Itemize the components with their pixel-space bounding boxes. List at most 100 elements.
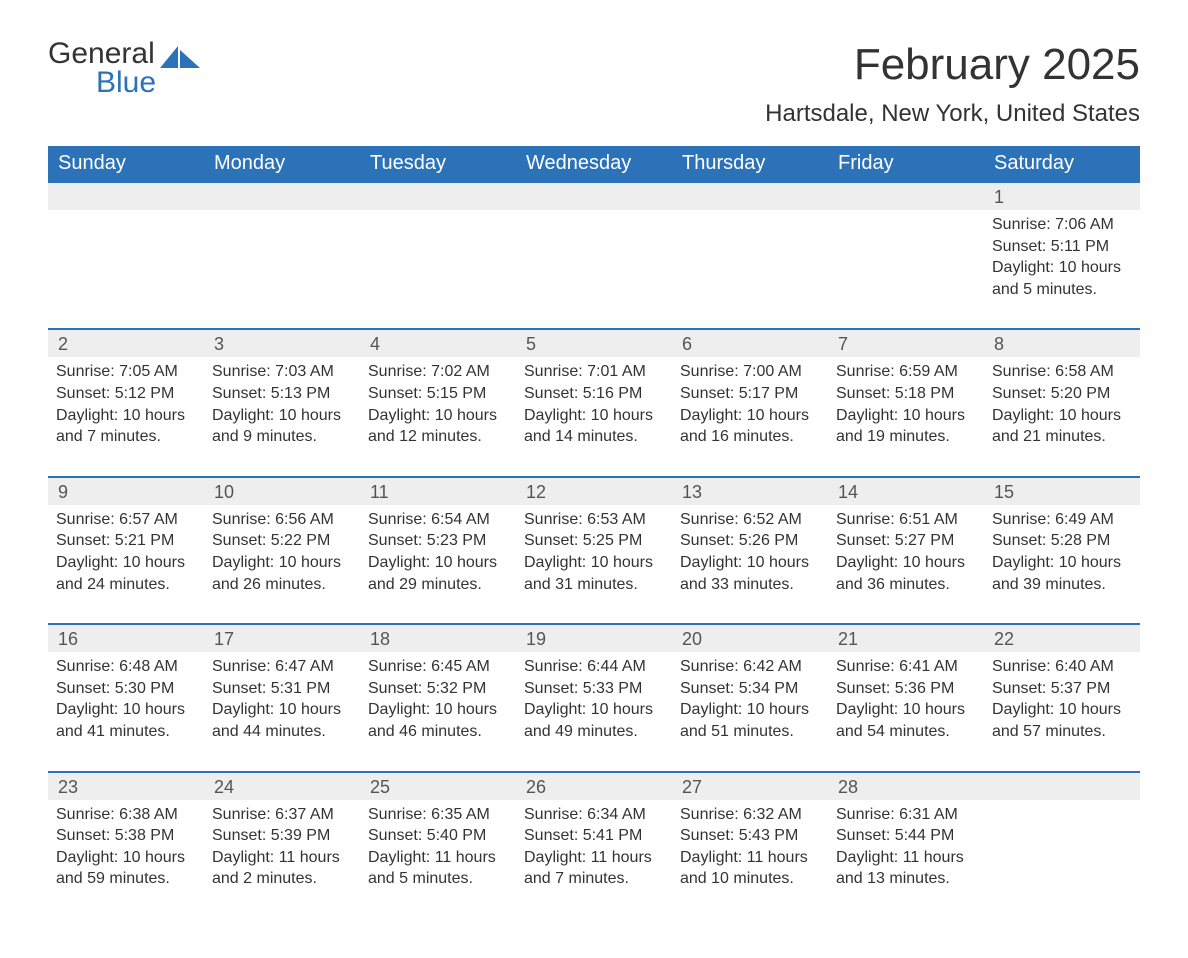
week-daynum-row: 9101112131415 [48,477,1140,505]
week-daynum-row: 16171819202122 [48,624,1140,652]
header: General Blue February 2025 Hartsdale, Ne… [48,40,1140,128]
sunrise-line: Sunrise: 6:59 AM [836,361,976,383]
sunset-line: Sunset: 5:31 PM [212,678,352,700]
day-detail-cell: Sunrise: 6:42 AMSunset: 5:34 PMDaylight:… [672,652,828,771]
day-detail: Sunrise: 7:03 AMSunset: 5:13 PMDaylight:… [212,357,352,447]
day-detail-cell: Sunrise: 6:40 AMSunset: 5:37 PMDaylight:… [984,652,1140,771]
day-detail-cell [204,210,360,329]
daylight-line: Daylight: 11 hours and 5 minutes. [368,847,508,890]
day-detail-cell: Sunrise: 6:38 AMSunset: 5:38 PMDaylight:… [48,800,204,918]
day-number-cell: 20 [672,624,828,652]
sunrise-line: Sunrise: 6:48 AM [56,656,196,678]
sunset-line: Sunset: 5:17 PM [680,383,820,405]
day-detail: Sunrise: 6:58 AMSunset: 5:20 PMDaylight:… [992,357,1132,447]
day-detail: Sunrise: 6:47 AMSunset: 5:31 PMDaylight:… [212,652,352,742]
day-detail-cell [984,800,1140,918]
location-subtitle: Hartsdale, New York, United States [765,100,1140,128]
daylight-line: Daylight: 11 hours and 7 minutes. [524,847,664,890]
day-detail: Sunrise: 6:44 AMSunset: 5:33 PMDaylight:… [524,652,664,742]
day-detail-cell: Sunrise: 7:06 AMSunset: 5:11 PMDaylight:… [984,210,1140,329]
day-number-cell [516,182,672,210]
sunset-line: Sunset: 5:38 PM [56,825,196,847]
day-detail-cell: Sunrise: 7:00 AMSunset: 5:17 PMDaylight:… [672,357,828,476]
sunrise-line: Sunrise: 6:54 AM [368,509,508,531]
day-detail-cell [516,210,672,329]
sunset-line: Sunset: 5:40 PM [368,825,508,847]
day-detail: Sunrise: 6:48 AMSunset: 5:30 PMDaylight:… [56,652,196,742]
sunset-line: Sunset: 5:23 PM [368,530,508,552]
sunrise-line: Sunrise: 6:56 AM [212,509,352,531]
week-detail-row: Sunrise: 7:06 AMSunset: 5:11 PMDaylight:… [48,210,1140,329]
sunrise-line: Sunrise: 6:58 AM [992,361,1132,383]
day-detail-cell: Sunrise: 6:49 AMSunset: 5:28 PMDaylight:… [984,505,1140,624]
day-detail: Sunrise: 6:42 AMSunset: 5:34 PMDaylight:… [680,652,820,742]
weekday-header-row: SundayMondayTuesdayWednesdayThursdayFrid… [48,146,1140,182]
daylight-line: Daylight: 10 hours and 12 minutes. [368,405,508,448]
sunset-line: Sunset: 5:39 PM [212,825,352,847]
day-number-cell: 2 [48,329,204,357]
day-number-cell: 26 [516,772,672,800]
sunset-line: Sunset: 5:27 PM [836,530,976,552]
day-detail: Sunrise: 7:00 AMSunset: 5:17 PMDaylight:… [680,357,820,447]
weekday-header: Saturday [984,146,1140,182]
day-number-cell: 6 [672,329,828,357]
day-detail-cell: Sunrise: 6:54 AMSunset: 5:23 PMDaylight:… [360,505,516,624]
day-detail-cell: Sunrise: 6:35 AMSunset: 5:40 PMDaylight:… [360,800,516,918]
sunrise-line: Sunrise: 6:47 AM [212,656,352,678]
day-number-cell: 19 [516,624,672,652]
day-number-cell: 7 [828,329,984,357]
day-number-cell: 25 [360,772,516,800]
day-detail-cell: Sunrise: 6:51 AMSunset: 5:27 PMDaylight:… [828,505,984,624]
day-detail-cell: Sunrise: 6:32 AMSunset: 5:43 PMDaylight:… [672,800,828,918]
sunset-line: Sunset: 5:43 PM [680,825,820,847]
day-detail: Sunrise: 6:59 AMSunset: 5:18 PMDaylight:… [836,357,976,447]
sunset-line: Sunset: 5:21 PM [56,530,196,552]
day-number-cell: 3 [204,329,360,357]
day-number-cell [204,182,360,210]
daylight-line: Daylight: 10 hours and 26 minutes. [212,552,352,595]
day-detail-cell: Sunrise: 6:58 AMSunset: 5:20 PMDaylight:… [984,357,1140,476]
day-number-cell: 10 [204,477,360,505]
weekday-header: Sunday [48,146,204,182]
day-detail-cell [360,210,516,329]
sunset-line: Sunset: 5:20 PM [992,383,1132,405]
day-detail: Sunrise: 7:01 AMSunset: 5:16 PMDaylight:… [524,357,664,447]
sunset-line: Sunset: 5:34 PM [680,678,820,700]
sunrise-line: Sunrise: 6:38 AM [56,804,196,826]
daylight-line: Daylight: 10 hours and 36 minutes. [836,552,976,595]
daylight-line: Daylight: 10 hours and 31 minutes. [524,552,664,595]
sunrise-line: Sunrise: 6:31 AM [836,804,976,826]
weekday-header: Friday [828,146,984,182]
sunrise-line: Sunrise: 6:53 AM [524,509,664,531]
day-number-cell: 12 [516,477,672,505]
day-detail-cell [672,210,828,329]
sunset-line: Sunset: 5:25 PM [524,530,664,552]
day-detail: Sunrise: 7:06 AMSunset: 5:11 PMDaylight:… [992,210,1132,300]
sunrise-line: Sunrise: 6:49 AM [992,509,1132,531]
daylight-line: Daylight: 10 hours and 33 minutes. [680,552,820,595]
sunset-line: Sunset: 5:13 PM [212,383,352,405]
week-detail-row: Sunrise: 7:05 AMSunset: 5:12 PMDaylight:… [48,357,1140,476]
day-detail-cell [828,210,984,329]
day-number-cell: 4 [360,329,516,357]
weekday-header: Monday [204,146,360,182]
day-detail: Sunrise: 6:31 AMSunset: 5:44 PMDaylight:… [836,800,976,890]
sunrise-line: Sunrise: 6:57 AM [56,509,196,531]
sunset-line: Sunset: 5:44 PM [836,825,976,847]
day-number-cell [828,182,984,210]
day-detail-cell: Sunrise: 7:05 AMSunset: 5:12 PMDaylight:… [48,357,204,476]
day-detail-cell [48,210,204,329]
day-number-cell: 23 [48,772,204,800]
day-detail: Sunrise: 6:35 AMSunset: 5:40 PMDaylight:… [368,800,508,890]
day-detail-cell: Sunrise: 7:03 AMSunset: 5:13 PMDaylight:… [204,357,360,476]
sunset-line: Sunset: 5:28 PM [992,530,1132,552]
weekday-header: Wednesday [516,146,672,182]
day-number-cell: 5 [516,329,672,357]
sunset-line: Sunset: 5:11 PM [992,236,1132,258]
sunrise-line: Sunrise: 6:45 AM [368,656,508,678]
sunset-line: Sunset: 5:37 PM [992,678,1132,700]
day-number-cell: 9 [48,477,204,505]
day-detail-cell: Sunrise: 6:52 AMSunset: 5:26 PMDaylight:… [672,505,828,624]
day-number-cell: 27 [672,772,828,800]
daylight-line: Daylight: 10 hours and 19 minutes. [836,405,976,448]
